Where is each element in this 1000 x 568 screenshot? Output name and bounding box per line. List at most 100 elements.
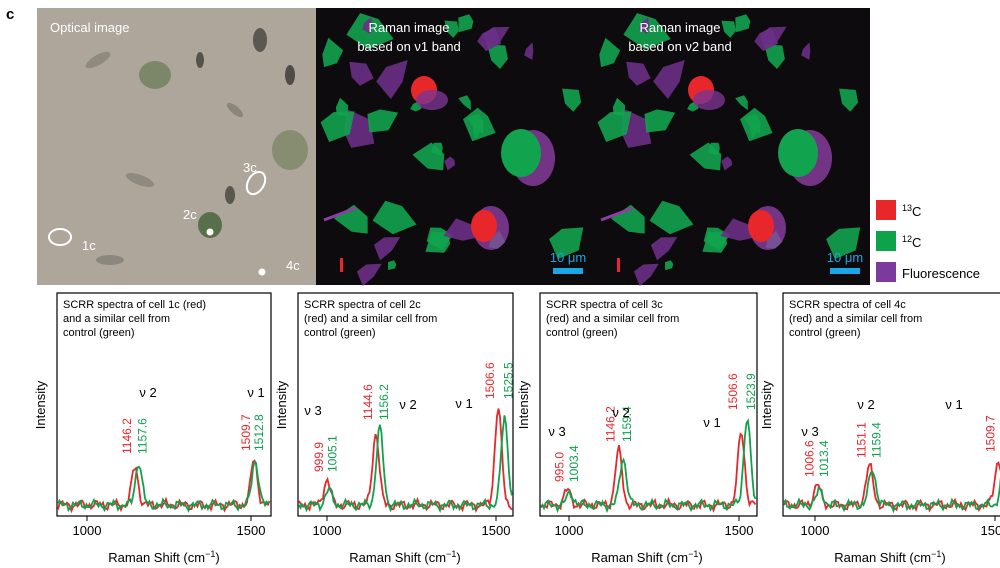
peak-label: 1146.2 — [604, 406, 618, 442]
image-title: Raman image — [640, 20, 721, 35]
band-label: ν 1 — [455, 396, 472, 411]
x-axis-label: Raman Shift (cm−1) — [108, 549, 219, 565]
spectrum-line — [540, 418, 757, 514]
cell-label: 1c — [82, 238, 96, 253]
text-span: ) — [941, 550, 945, 565]
spectrum-title: SCRR spectra of cell 4c — [789, 299, 906, 311]
image-title: Raman image — [369, 20, 450, 35]
spectrum-title: (red) and a similar cell from — [546, 313, 679, 325]
spectrum-title: SCRR spectra of cell 3c — [546, 299, 663, 311]
peak-label: 1523.9 — [744, 373, 758, 410]
peak-label: 1509.7 — [239, 414, 253, 451]
peak-label: 1506.6 — [726, 373, 740, 410]
peak-label: 1159.4 — [869, 422, 883, 458]
text-span: Raman Shift (cm — [591, 550, 688, 565]
peak-label: 1144.6 — [361, 384, 375, 420]
peak-label: 1506.6 — [483, 362, 497, 399]
raman-image-2 — [593, 8, 870, 286]
band-label: ν 2 — [857, 397, 874, 412]
peak-label: 1146.2 — [120, 418, 134, 454]
text-span: C — [912, 235, 921, 250]
spectrum-title: control (green) — [63, 327, 135, 339]
x-tick-label: 1000 — [801, 523, 830, 538]
x-tick-label: 1500 — [981, 523, 1000, 538]
raman-image-1 — [316, 8, 593, 286]
y-axis-label: Intensity — [274, 380, 289, 429]
band-label: ν 1 — [945, 397, 962, 412]
y-axis-label: Intensity — [516, 380, 531, 429]
peak-label: 1151.1 — [854, 422, 868, 458]
scale-bar-label: 10 μm — [550, 250, 586, 265]
peak-label: 1157.6 — [136, 418, 150, 454]
legend-label: 12C — [902, 234, 921, 250]
text-span: −1 — [205, 549, 215, 559]
spectrum-frame — [782, 292, 1000, 517]
x-tick-label: 1000 — [73, 523, 102, 538]
peak-label: 1005.1 — [326, 435, 340, 472]
panel-label: c — [6, 6, 14, 23]
text-span: −1 — [688, 549, 698, 559]
image-title: based on ν2 band — [628, 39, 731, 54]
y-axis-label: Intensity — [33, 380, 48, 429]
optical-image — [37, 8, 316, 285]
peak-label: 999.9 — [312, 442, 326, 472]
legend-swatch — [876, 200, 896, 220]
scale-bar — [830, 268, 860, 274]
x-tick-label: 1500 — [482, 523, 511, 538]
text-span: Raman Shift (cm — [108, 550, 205, 565]
text-span: C — [912, 204, 921, 219]
band-label: ν 1 — [247, 385, 264, 400]
band-label: ν 3 — [801, 424, 818, 439]
spectrum-line — [783, 471, 1000, 514]
x-tick-label: 1000 — [555, 523, 584, 538]
spectrum-line — [298, 415, 513, 513]
image-title: Optical image — [50, 20, 129, 35]
x-axis-label: Raman Shift (cm−1) — [834, 549, 945, 565]
legend-swatch — [876, 231, 896, 251]
peak-label: 1512.8 — [252, 414, 266, 451]
text-span: ) — [215, 550, 219, 565]
spectrum-title: SCRR spectra of cell 2c — [304, 299, 421, 311]
spectrum-title: (red) and a similar cell from — [304, 313, 437, 325]
band-label: ν 3 — [304, 403, 321, 418]
x-axis-label: Raman Shift (cm−1) — [591, 549, 702, 565]
spectrum-title: control (green) — [304, 327, 376, 339]
x-axis-label: Raman Shift (cm−1) — [349, 549, 460, 565]
x-tick-label: 1500 — [237, 523, 266, 538]
spectrum-frame — [297, 292, 514, 517]
band-label: ν 3 — [548, 424, 565, 439]
cell-label: 4c — [286, 258, 300, 273]
text-span: −1 — [931, 549, 941, 559]
legend-label: Fluorescence — [902, 266, 980, 281]
text-span: Raman Shift (cm — [834, 550, 931, 565]
spectrum-title: and a similar cell from — [63, 313, 170, 325]
text-span: ) — [456, 550, 460, 565]
peak-label: 1003.4 — [567, 445, 581, 482]
band-label: ν 2 — [139, 385, 156, 400]
text-span: 12 — [902, 234, 912, 244]
text-span: −1 — [446, 549, 456, 559]
cell-label: 2c — [183, 207, 197, 222]
legend-label: 13C — [902, 203, 921, 219]
spectrum-title: (red) and a similar cell from — [789, 313, 922, 325]
spectrum-title: SCRR spectra of cell 1c (red) — [63, 299, 206, 311]
scale-bar-label: 10 μm — [827, 250, 863, 265]
band-label: ν 1 — [703, 415, 720, 430]
text-span: Raman Shift (cm — [349, 550, 446, 565]
spectrum-frame — [539, 292, 758, 517]
text-span: 13 — [902, 203, 912, 213]
peak-label: 1159.4 — [620, 406, 634, 442]
spectrum-title: control (green) — [789, 327, 861, 339]
legend-swatch — [876, 262, 896, 282]
peak-label: 1509.7 — [983, 415, 997, 452]
peak-label: 1013.4 — [817, 440, 831, 477]
band-label: ν 2 — [399, 397, 416, 412]
x-tick-label: 1500 — [725, 523, 754, 538]
cell-label: 3c — [243, 160, 257, 175]
spectrum-title: control (green) — [546, 327, 618, 339]
band-label: ν 2 — [612, 405, 629, 420]
x-tick-label: 1000 — [313, 523, 342, 538]
text-span: Fluorescence — [902, 266, 980, 281]
